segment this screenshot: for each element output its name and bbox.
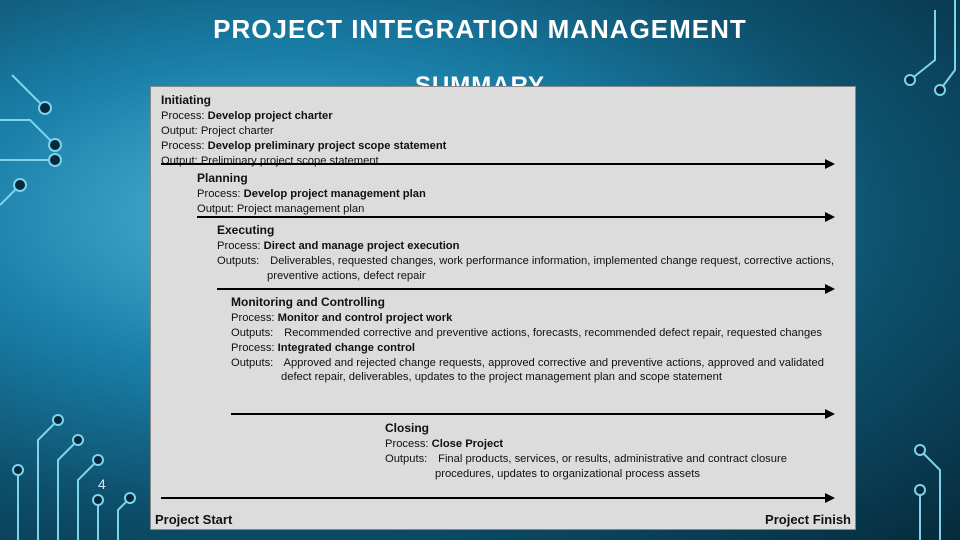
line-label: Process: [197, 187, 241, 201]
group-line: Outputs: Approved and rejected change re… [231, 356, 841, 385]
group-line: Outputs: Final products, services, or re… [385, 452, 841, 481]
line-value: Integrated change control [278, 342, 415, 354]
group-line: Process: Direct and manage project execu… [217, 239, 841, 253]
footer-left-label: Project Start [155, 512, 232, 529]
line-value: Develop project charter [208, 110, 333, 122]
group-line: Outputs: Recommended corrective and prev… [231, 326, 841, 340]
group-line: Output: Project charter [161, 124, 841, 138]
diagram-content: InitiatingProcess: Develop project chart… [161, 93, 845, 525]
group-line: Process: Develop preliminary project sco… [161, 139, 841, 153]
line-label: Process: [217, 239, 261, 253]
process-group: PlanningProcess: Develop project managem… [197, 171, 841, 217]
timeline-arrow [161, 497, 833, 499]
diagram-panel: InitiatingProcess: Develop project chart… [150, 86, 856, 530]
line-label: Process: [231, 341, 275, 355]
group-line: Process: Integrated change control [231, 341, 841, 355]
line-label: Process: [161, 109, 205, 123]
line-label: Outputs: [217, 254, 267, 268]
line-value: Project charter [201, 125, 274, 137]
timeline-arrow [197, 216, 833, 218]
group-line: Output: Preliminary project scope statem… [161, 154, 841, 168]
line-value: Final products, services, or results, ad… [435, 453, 787, 479]
line-value: Develop preliminary project scope statem… [208, 140, 447, 152]
group-title: Planning [197, 171, 841, 186]
line-value: Project management plan [237, 203, 365, 215]
group-title: Monitoring and Controlling [231, 295, 841, 310]
page-number: 4 [98, 476, 106, 492]
timeline-arrow [161, 163, 833, 165]
slide-title: PROJECT INTEGRATION MANAGEMENT [0, 14, 960, 45]
process-group: ExecutingProcess: Direct and manage proj… [217, 223, 841, 283]
group-title: Initiating [161, 93, 841, 108]
line-label: Outputs: [231, 326, 281, 340]
line-label: Outputs: [231, 356, 281, 370]
group-line: Process: Monitor and control project wor… [231, 311, 841, 325]
line-value: Recommended corrective and preventive ac… [284, 327, 822, 339]
line-label: Output: [197, 202, 234, 216]
line-label: Process: [385, 437, 429, 451]
group-title: Executing [217, 223, 841, 238]
line-value: Develop project management plan [244, 188, 426, 200]
group-line: Process: Close Project [385, 437, 841, 451]
group-line: Process: Develop project charter [161, 109, 841, 123]
group-title: Closing [385, 421, 841, 436]
line-label: Outputs: [385, 452, 435, 466]
timeline-arrow [231, 413, 833, 415]
process-group: InitiatingProcess: Develop project chart… [161, 93, 841, 169]
group-line: Process: Develop project management plan [197, 187, 841, 201]
group-line: Output: Project management plan [197, 202, 841, 216]
line-label: Process: [161, 139, 205, 153]
line-value: Monitor and control project work [278, 312, 453, 324]
line-value: Deliverables, requested changes, work pe… [267, 255, 834, 281]
line-value: Preliminary project scope statement [201, 155, 379, 167]
process-group: Monitoring and ControllingProcess: Monit… [231, 295, 841, 385]
line-label: Process: [231, 311, 275, 325]
line-value: Close Project [432, 438, 504, 450]
timeline-arrow [217, 288, 833, 290]
line-label: Output: [161, 124, 198, 138]
line-value: Approved and rejected change requests, a… [281, 357, 824, 383]
footer-right-label: Project Finish [765, 512, 851, 529]
line-value: Direct and manage project execution [264, 240, 460, 252]
group-line: Outputs: Deliverables, requested changes… [217, 254, 841, 283]
line-label: Output: [161, 154, 198, 168]
process-group: ClosingProcess: Close ProjectOutputs: Fi… [385, 421, 841, 481]
